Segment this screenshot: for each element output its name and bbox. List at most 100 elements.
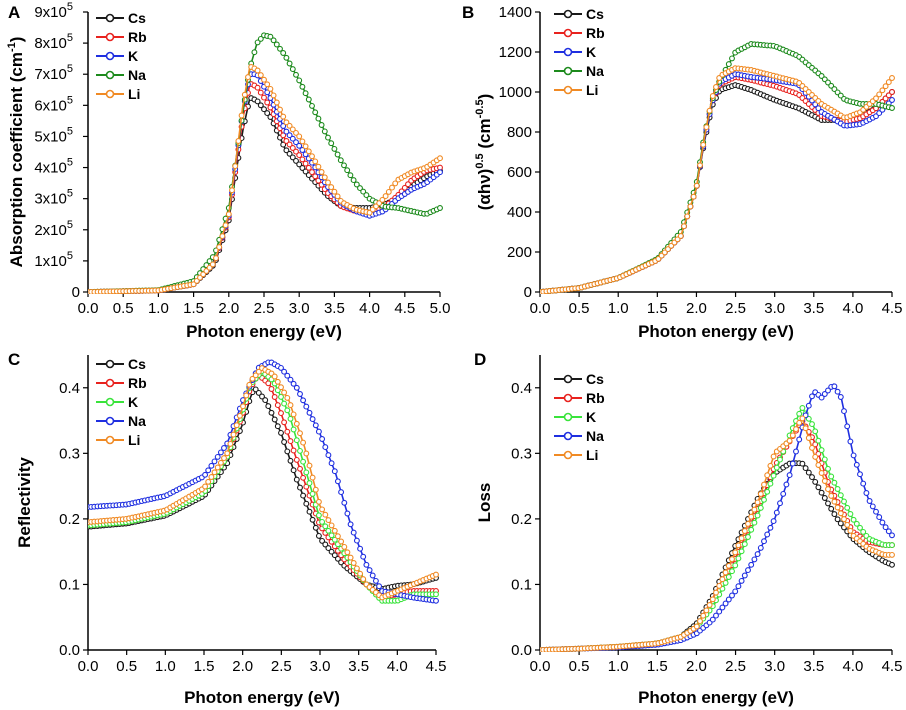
legend-swatch-marker	[563, 450, 573, 460]
data-point	[850, 452, 857, 459]
data-point	[289, 126, 296, 133]
data-point	[706, 602, 713, 608]
data-point	[270, 37, 277, 44]
data-point	[278, 393, 284, 400]
data-point	[328, 140, 335, 147]
data-point	[773, 464, 780, 471]
data-point	[722, 569, 729, 576]
data-point	[729, 556, 735, 563]
data-point	[770, 453, 777, 460]
data-point	[777, 500, 783, 507]
data-point	[754, 551, 761, 558]
data-point	[889, 561, 895, 568]
data-point	[713, 612, 719, 619]
data-point	[318, 122, 325, 128]
data-point	[214, 464, 221, 471]
data-point	[283, 128, 290, 135]
x-tick-label: 2.5	[254, 300, 275, 317]
data-point	[866, 498, 873, 504]
data-point	[268, 386, 275, 392]
data-point	[331, 188, 338, 195]
x-tick-label: 1.5	[647, 300, 668, 317]
data-point	[240, 403, 246, 410]
data-point	[277, 106, 283, 113]
data-point	[828, 492, 835, 499]
x-tick-label: 2.0	[218, 300, 239, 317]
data-point	[264, 89, 271, 96]
data-point	[302, 160, 309, 167]
data-point	[770, 472, 777, 479]
y-tick-label: 7x105	[34, 63, 73, 83]
data-point	[684, 213, 691, 220]
data-point	[328, 522, 335, 529]
data-point	[757, 504, 764, 511]
data-point	[284, 394, 291, 401]
data-point	[709, 616, 716, 623]
data-point	[706, 107, 713, 114]
data-point	[255, 368, 262, 375]
legend-swatch-marker	[563, 412, 573, 422]
data-point	[690, 193, 697, 200]
x-tick-label: 0.5	[116, 658, 137, 675]
legend-label: Cs	[128, 10, 146, 26]
data-point	[259, 393, 265, 400]
data-point	[312, 109, 319, 116]
series-line	[540, 76, 893, 293]
data-point	[876, 91, 883, 98]
y-axis-label: Reflectivity	[15, 457, 34, 548]
data-point	[360, 576, 367, 583]
data-point	[208, 462, 215, 469]
data-point	[261, 76, 267, 83]
data-point	[257, 35, 264, 42]
data-point	[281, 368, 288, 375]
data-point	[821, 495, 828, 501]
data-point	[825, 387, 831, 394]
data-point	[227, 440, 234, 447]
data-point	[297, 484, 303, 491]
data-point	[222, 222, 229, 229]
x-axis-label: Photon energy (eV)	[186, 322, 342, 341]
data-point	[312, 486, 319, 493]
y-tick-label: 2x105	[34, 219, 73, 239]
data-point	[709, 596, 716, 603]
data-point	[818, 447, 825, 454]
data-point	[318, 169, 325, 175]
data-point	[211, 458, 218, 465]
data-point	[300, 458, 307, 465]
data-point	[290, 426, 297, 433]
data-point	[293, 157, 299, 164]
data-point	[230, 431, 237, 438]
data-point	[767, 462, 774, 469]
data-point	[284, 407, 291, 414]
data-point	[246, 381, 253, 388]
data-point	[828, 473, 835, 480]
data-point	[264, 110, 271, 117]
data-point	[287, 376, 294, 383]
data-point	[834, 486, 841, 492]
data-point	[290, 411, 297, 418]
data-point	[882, 83, 889, 90]
data-point	[322, 444, 329, 451]
data-point	[232, 163, 239, 170]
data-point	[815, 484, 822, 491]
data-point	[274, 402, 281, 409]
data-point	[293, 129, 299, 136]
data-point	[213, 255, 219, 262]
x-tick-label: 1.0	[608, 658, 629, 675]
data-point	[716, 608, 723, 615]
data-point	[757, 491, 764, 497]
data-point	[389, 184, 395, 191]
data-point	[297, 465, 303, 472]
data-point	[274, 378, 281, 385]
data-point	[809, 421, 815, 428]
data-point	[347, 521, 354, 528]
data-point	[341, 162, 347, 169]
data-point	[283, 54, 290, 61]
data-point	[841, 498, 847, 505]
legend-label: Rb	[128, 375, 147, 391]
data-point	[700, 141, 707, 148]
data-point	[280, 113, 287, 120]
series-line	[540, 73, 893, 293]
x-tick-label: 3.0	[310, 658, 331, 675]
data-point	[837, 492, 844, 499]
